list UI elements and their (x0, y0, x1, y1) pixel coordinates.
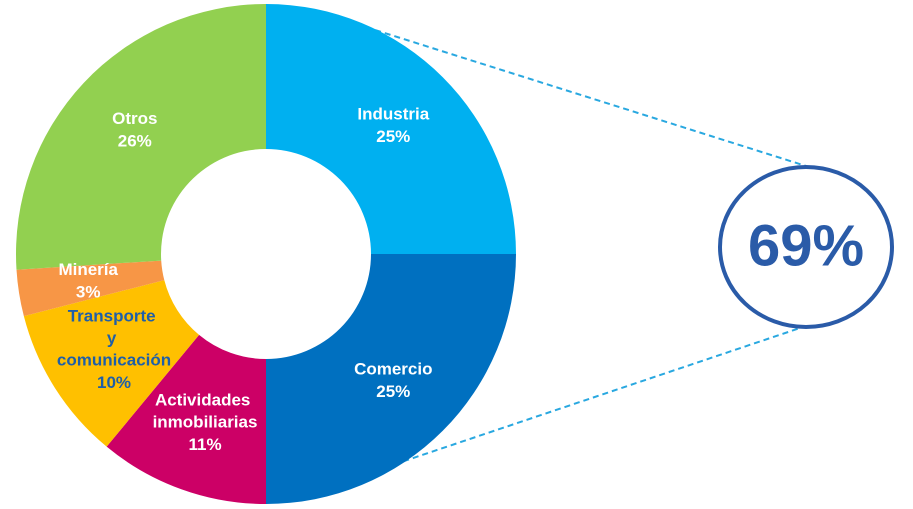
data-label: 11% (188, 435, 221, 454)
donut-segment (23, 280, 200, 447)
segment-name: Minería (58, 261, 118, 280)
segment-name: Industria (357, 105, 429, 124)
data-label: 26% (118, 131, 152, 150)
donut-segment (16, 260, 165, 317)
data-label: 25% (376, 382, 410, 401)
segment-name: Transporte y comunicación (57, 307, 171, 370)
segment-name: Actividades inmobiliarias (153, 391, 258, 432)
segment-name: Comercio (354, 360, 432, 379)
data-label: 3% (76, 283, 101, 302)
annotation: 69% (748, 213, 864, 278)
segment-name: Otros (112, 109, 157, 128)
donut-segment (266, 4, 516, 254)
donut-segment (15, 4, 266, 270)
connector (317, 11, 807, 167)
data-label: 25% (376, 127, 410, 146)
data-label: 10% (97, 373, 131, 392)
donut-segment (106, 334, 266, 504)
donut-segment (266, 254, 516, 504)
callout-ellipse (718, 165, 894, 329)
